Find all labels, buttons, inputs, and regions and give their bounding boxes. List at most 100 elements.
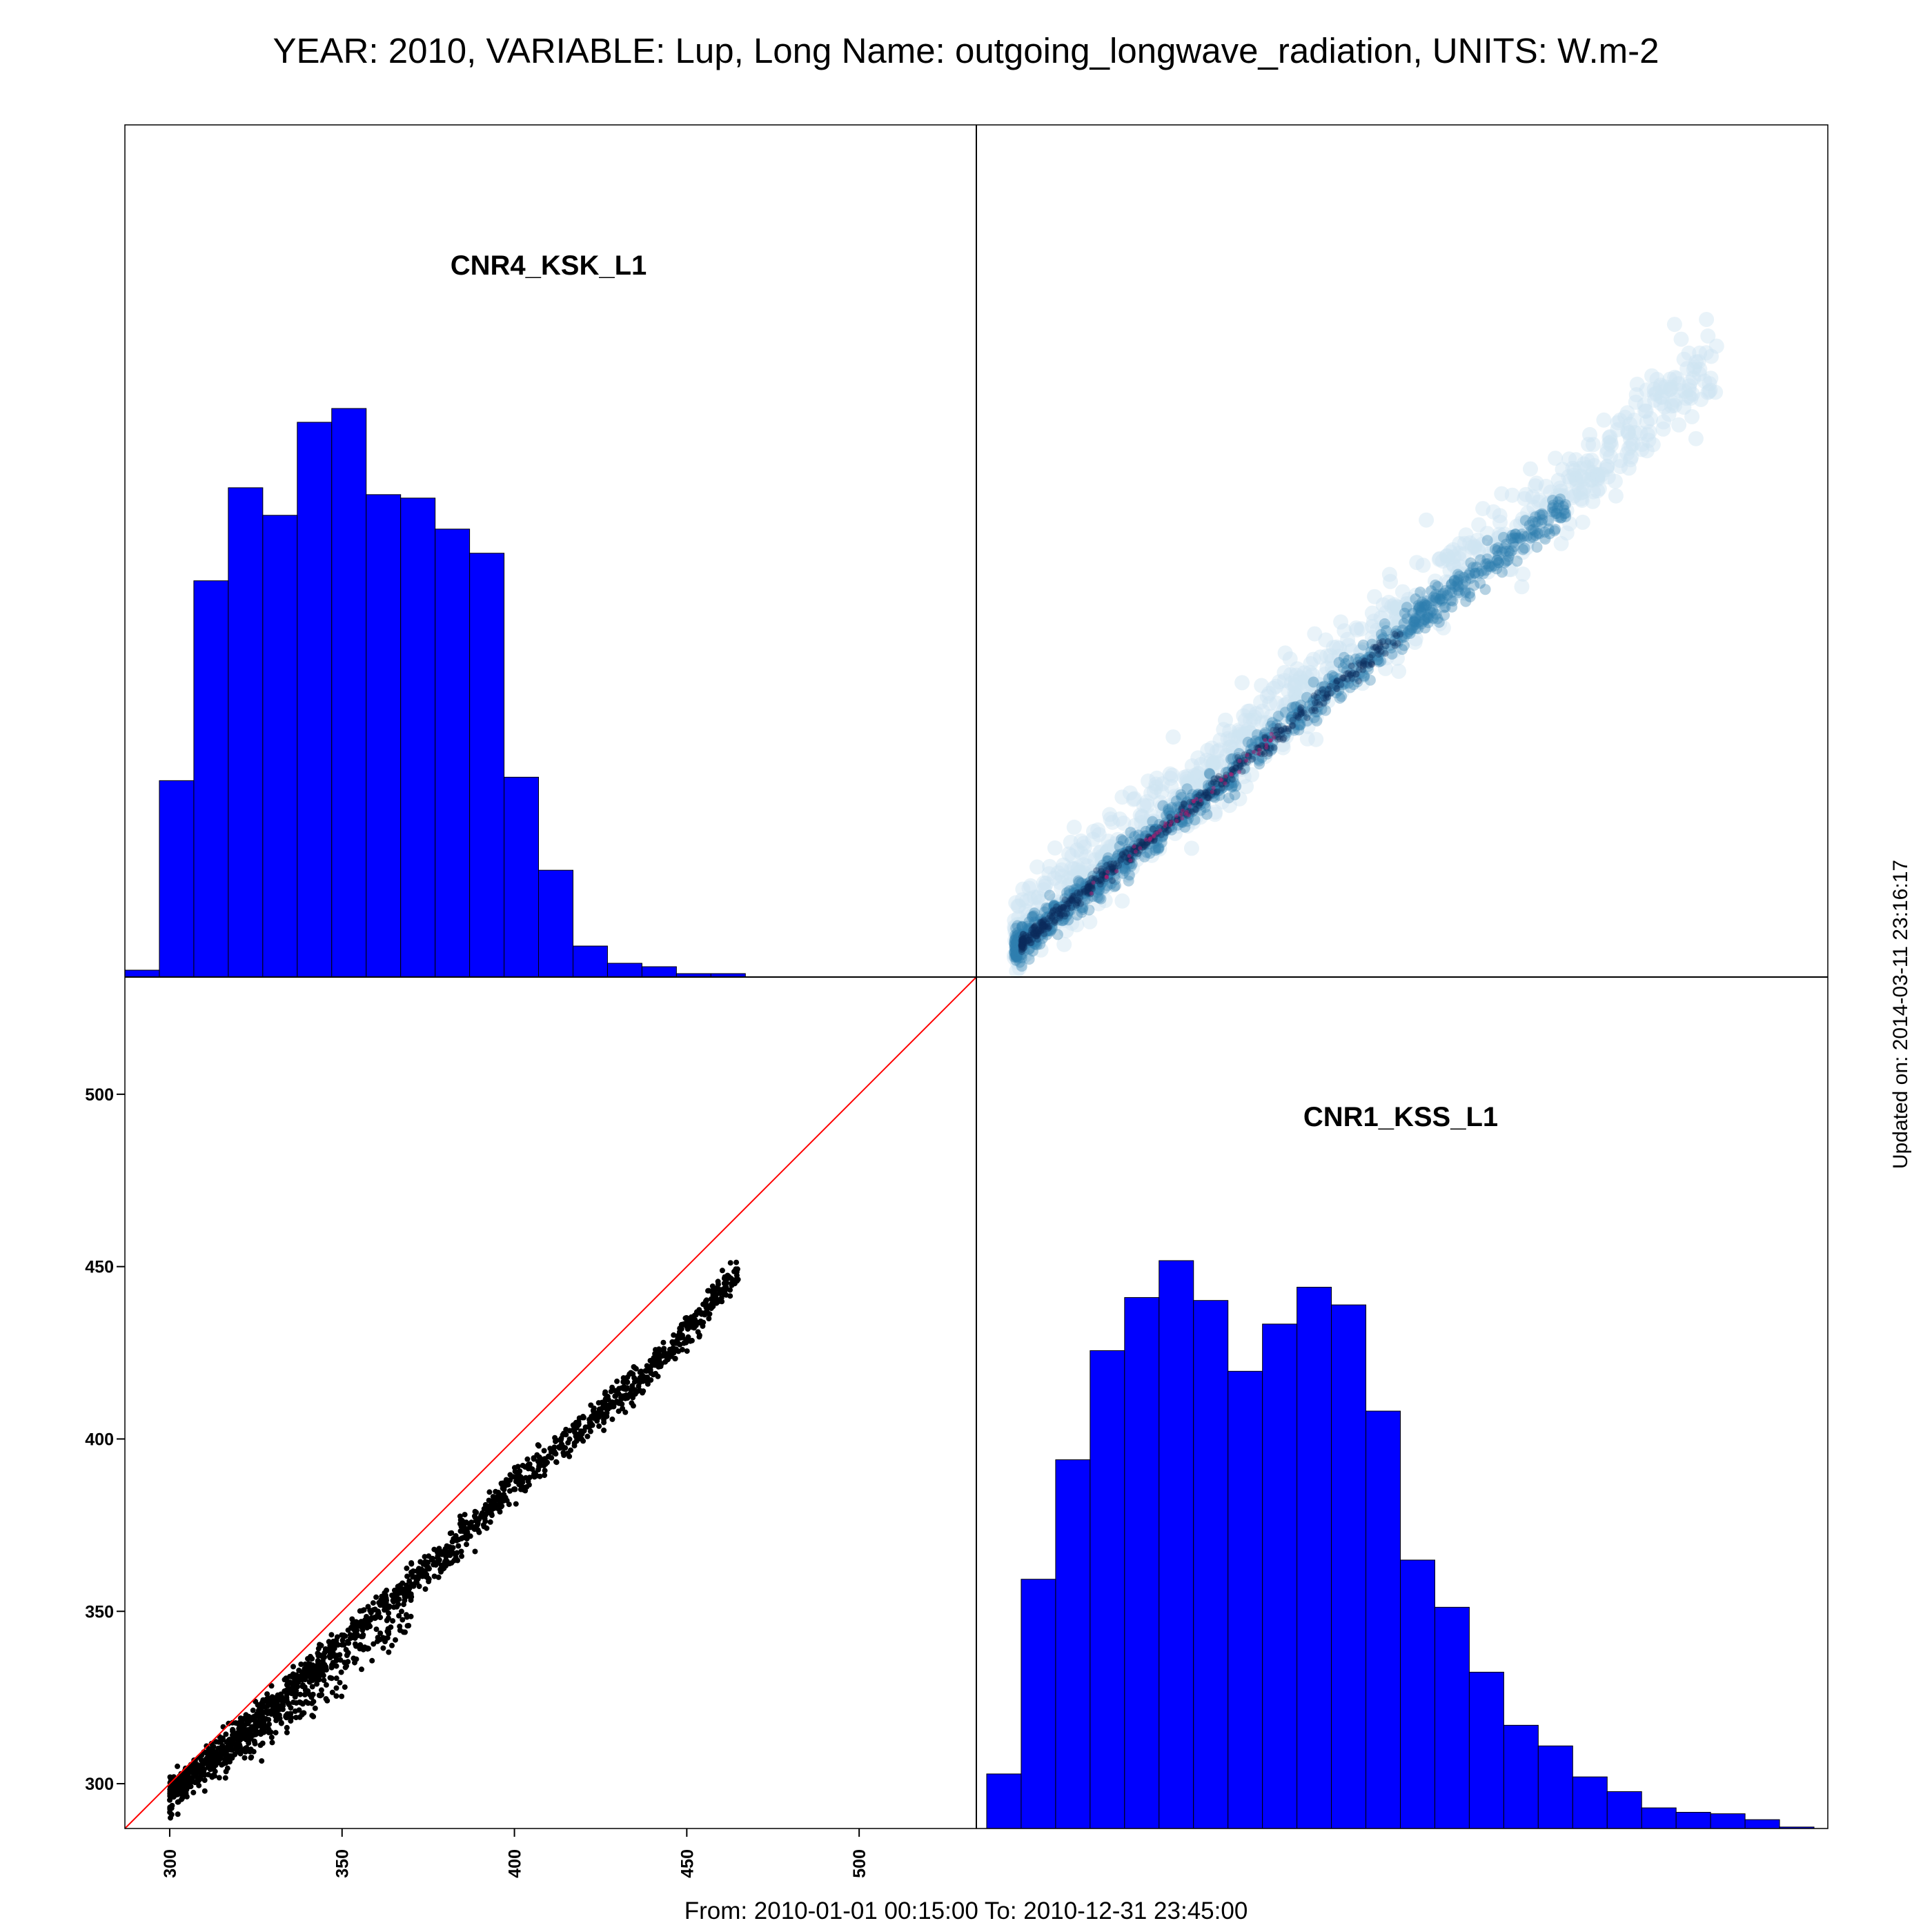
density-cell bbox=[1256, 751, 1261, 756]
density-cell bbox=[1290, 690, 1306, 706]
density-cell bbox=[1388, 613, 1404, 629]
density-cell bbox=[1053, 914, 1065, 926]
density-cell bbox=[1027, 911, 1038, 923]
density-cell bbox=[1574, 493, 1590, 509]
density-cell bbox=[1139, 798, 1155, 814]
density-cell bbox=[1117, 862, 1129, 874]
density-cell bbox=[1016, 952, 1027, 964]
density-cell bbox=[1290, 661, 1305, 677]
scatter-point bbox=[327, 1675, 333, 1681]
density-cell bbox=[1136, 822, 1152, 838]
density-cell bbox=[1076, 839, 1092, 855]
density-cell bbox=[1610, 422, 1626, 437]
density-cell bbox=[1034, 921, 1046, 933]
scatter-point bbox=[408, 1561, 415, 1567]
density-cell bbox=[1328, 679, 1340, 691]
density-cell bbox=[1559, 499, 1571, 511]
density-cell bbox=[1263, 709, 1279, 724]
density-cell bbox=[1045, 925, 1056, 936]
density-cell bbox=[1143, 840, 1159, 856]
scatter-point bbox=[518, 1474, 524, 1480]
density-cell bbox=[1125, 832, 1141, 848]
density-cell bbox=[1145, 814, 1161, 829]
density-cell bbox=[1492, 529, 1508, 545]
density-cell bbox=[1009, 963, 1025, 979]
density-cell bbox=[1092, 871, 1103, 882]
histogram-bar bbox=[1090, 1350, 1125, 1829]
density-cell bbox=[1173, 787, 1189, 802]
density-cell bbox=[1552, 484, 1568, 499]
updated-timestamp: Updated on: 2014-03-11 23:16:17 bbox=[1889, 859, 1912, 1170]
density-cell bbox=[1159, 808, 1175, 824]
scatter-point bbox=[172, 1784, 179, 1791]
scatter-point bbox=[428, 1557, 435, 1563]
density-cell bbox=[1076, 857, 1092, 873]
density-cell bbox=[1076, 836, 1092, 851]
scatter-point bbox=[352, 1659, 357, 1666]
density-cell bbox=[1557, 500, 1569, 512]
scatter-point bbox=[265, 1702, 271, 1708]
density-cell bbox=[1386, 600, 1402, 615]
density-cell bbox=[1586, 484, 1601, 500]
density-cell bbox=[1452, 573, 1468, 589]
density-cell bbox=[1111, 851, 1127, 867]
density-cell bbox=[1390, 599, 1406, 615]
scatter-point bbox=[635, 1383, 642, 1389]
scatter-point bbox=[661, 1351, 667, 1357]
density-cell bbox=[1095, 869, 1107, 880]
density-cell bbox=[1436, 593, 1452, 609]
scatter-point bbox=[380, 1645, 386, 1651]
density-cell bbox=[1204, 769, 1216, 780]
density-cell bbox=[1100, 879, 1116, 895]
density-cell bbox=[1093, 884, 1105, 896]
density-cell bbox=[1573, 469, 1589, 484]
density-cell bbox=[1438, 602, 1450, 613]
density-cell bbox=[1537, 509, 1548, 521]
density-cell bbox=[1016, 949, 1027, 960]
scatter-point bbox=[503, 1477, 509, 1483]
density-cell bbox=[1066, 819, 1082, 835]
density-cell bbox=[1406, 622, 1418, 633]
scatter-point bbox=[219, 1743, 226, 1748]
density-cell bbox=[1348, 679, 1359, 691]
density-cell bbox=[1575, 484, 1591, 500]
density-cell bbox=[1452, 558, 1468, 574]
scatter-point bbox=[318, 1687, 324, 1693]
density-cell bbox=[1012, 929, 1024, 940]
scatter-point bbox=[290, 1664, 296, 1670]
scatter-point bbox=[287, 1686, 293, 1692]
density-cell bbox=[1078, 849, 1094, 865]
scatter-point bbox=[560, 1432, 566, 1438]
scatter-point bbox=[627, 1371, 633, 1377]
density-cell bbox=[1690, 354, 1706, 369]
density-cell bbox=[1492, 557, 1504, 569]
density-cell bbox=[1169, 820, 1174, 825]
density-cell bbox=[1419, 601, 1430, 613]
scatter-point bbox=[354, 1627, 360, 1633]
scatter-point bbox=[420, 1561, 426, 1567]
density-cell bbox=[1299, 712, 1314, 728]
density-cell bbox=[1049, 899, 1065, 915]
scatter-point bbox=[497, 1509, 503, 1515]
density-cell bbox=[1163, 800, 1178, 816]
density-cell bbox=[1076, 888, 1088, 900]
density-cell bbox=[1470, 561, 1482, 573]
density-cell bbox=[1192, 778, 1208, 793]
density-cell bbox=[1315, 684, 1331, 700]
density-cell bbox=[1363, 664, 1374, 676]
density-cell bbox=[1508, 537, 1519, 549]
density-cell bbox=[1464, 591, 1476, 602]
density-cell bbox=[1470, 532, 1486, 548]
density-cell bbox=[1642, 424, 1657, 440]
scatter-point bbox=[309, 1675, 315, 1682]
density-cell bbox=[1314, 690, 1330, 706]
density-cell bbox=[1550, 473, 1566, 489]
density-cell bbox=[1681, 388, 1697, 404]
scatter-point bbox=[322, 1662, 328, 1668]
density-cell bbox=[1242, 703, 1258, 719]
density-cell bbox=[1312, 693, 1328, 709]
density-cell bbox=[1475, 554, 1486, 566]
density-cell bbox=[1054, 862, 1070, 878]
density-cell bbox=[1190, 766, 1205, 782]
density-cell bbox=[1664, 395, 1680, 411]
